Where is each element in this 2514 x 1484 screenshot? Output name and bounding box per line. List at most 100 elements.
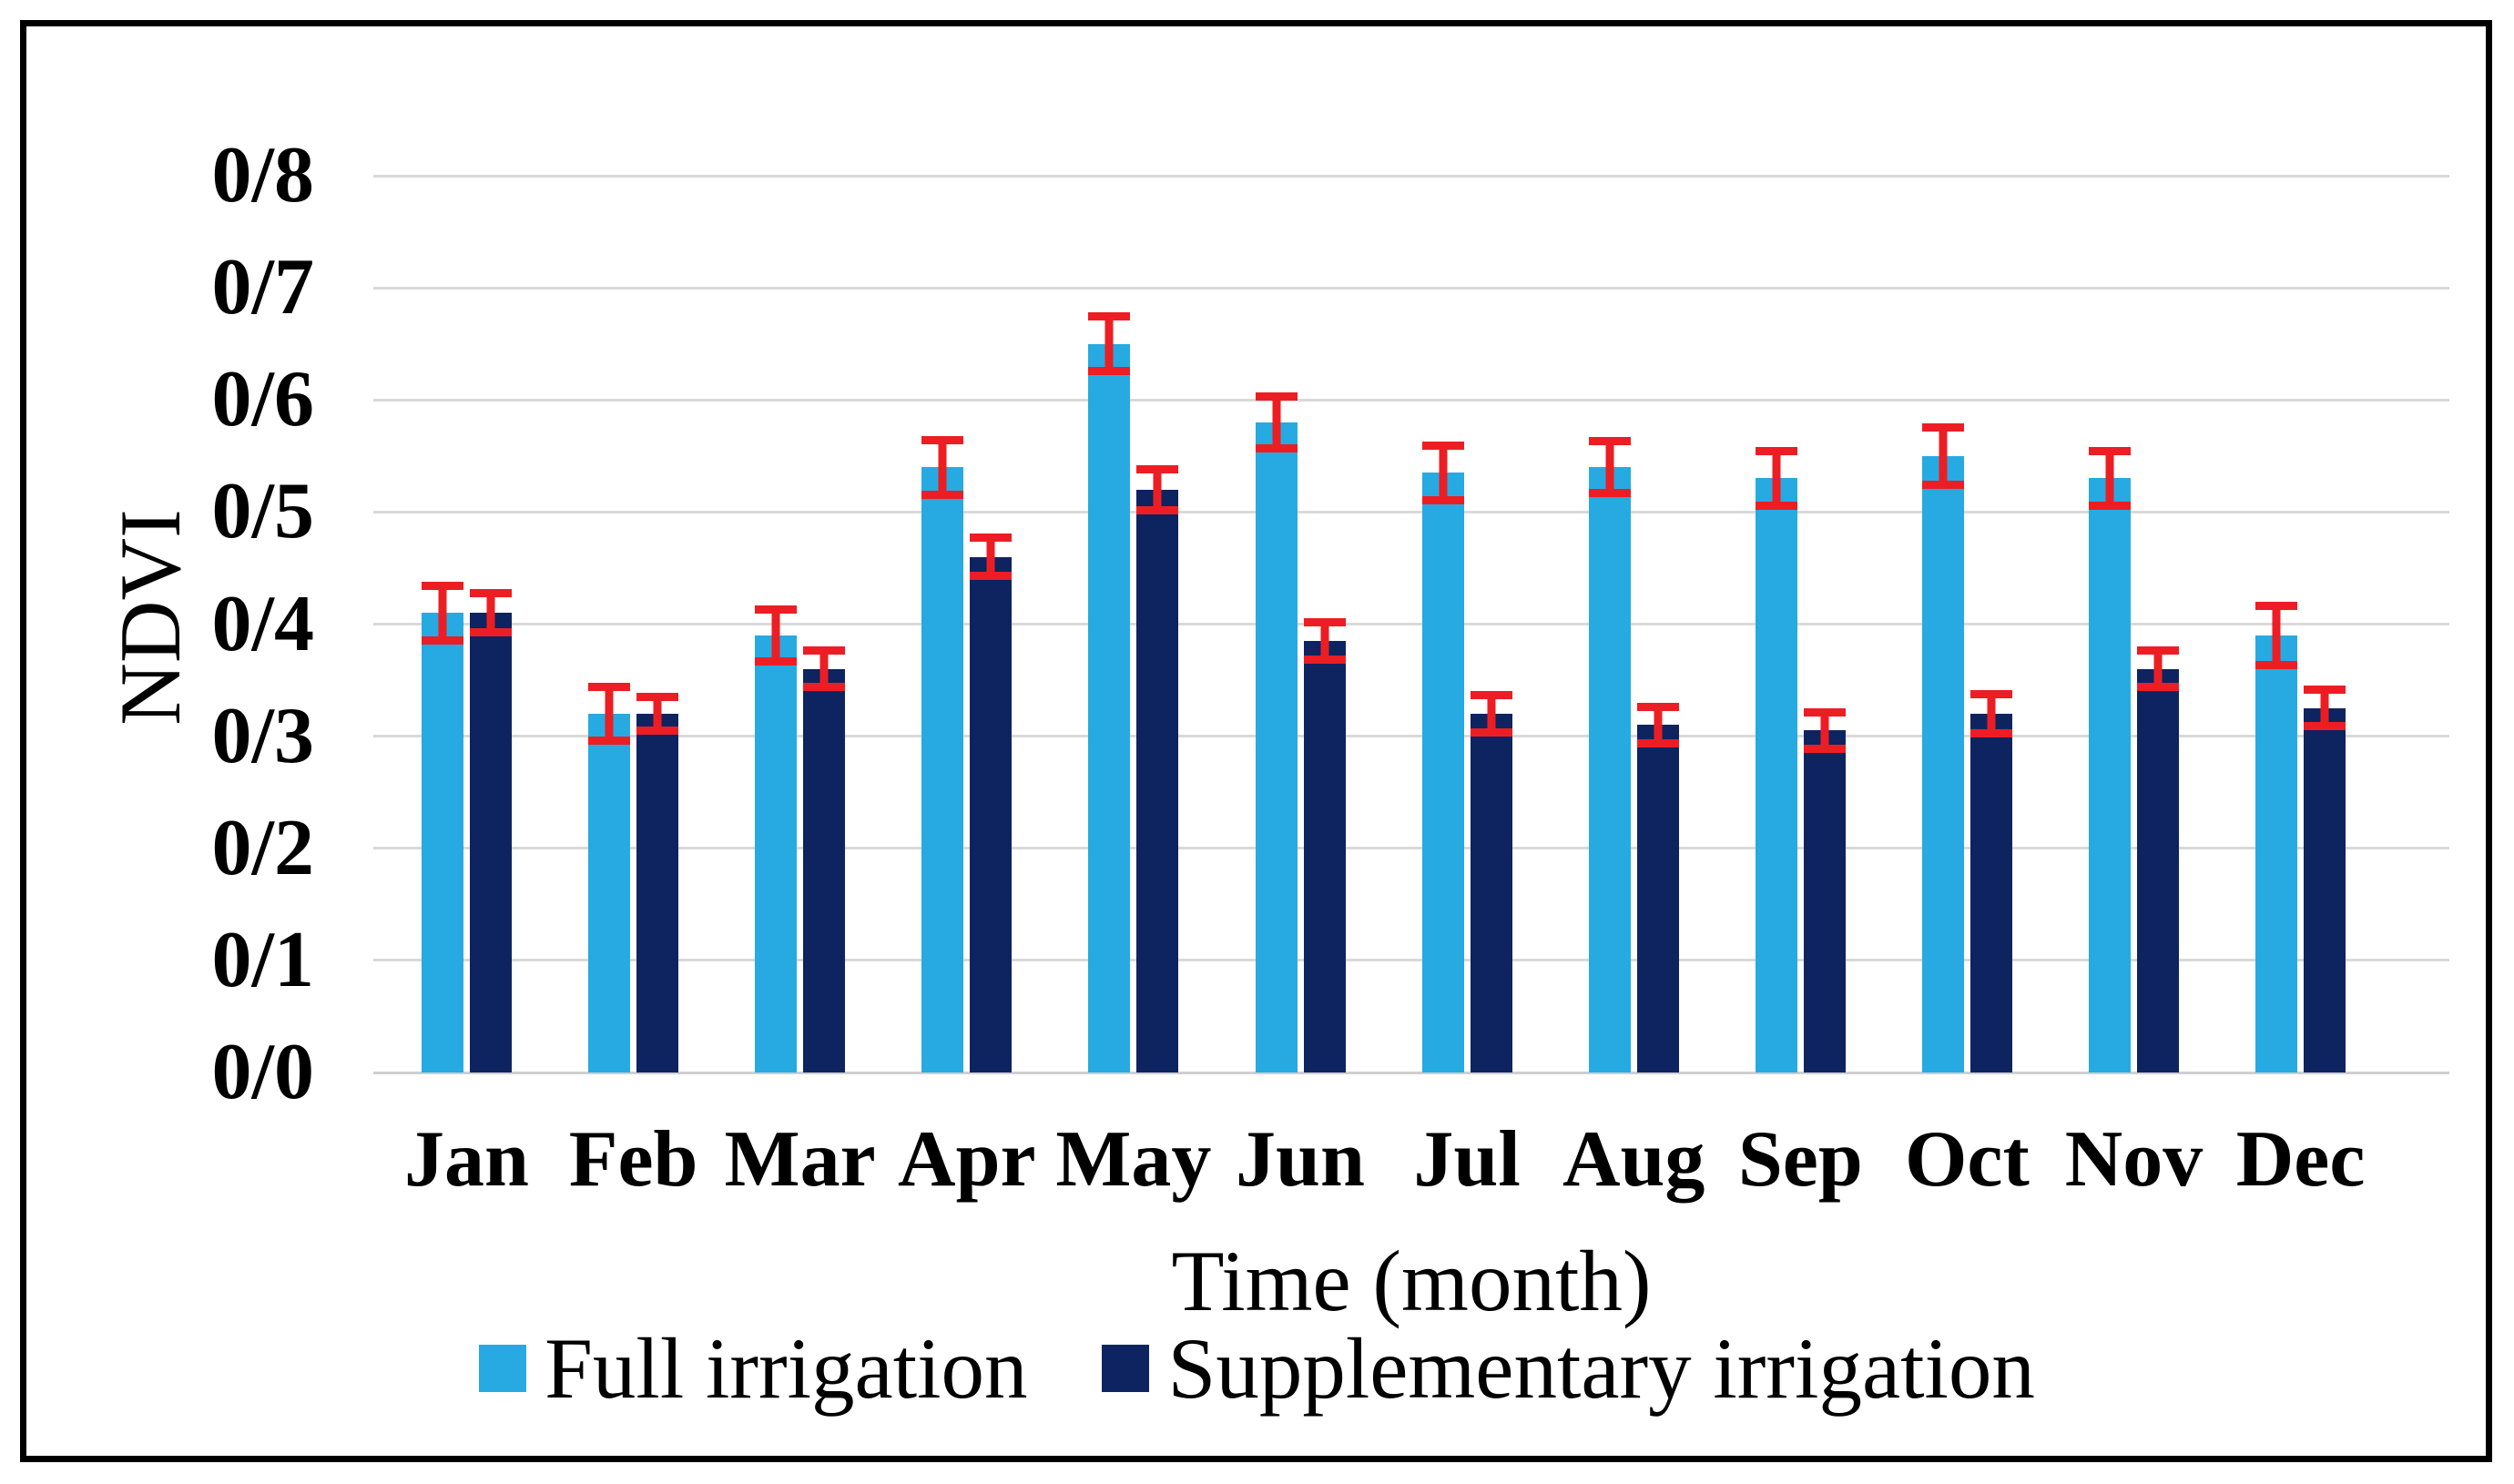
error-bar-stem bbox=[1987, 690, 1996, 737]
error-bar bbox=[1969, 690, 2012, 737]
legend: Full irrigation Supplementary irrigation bbox=[0, 1316, 2514, 1420]
y-tick-label: 0/8 bbox=[211, 131, 314, 219]
bar-full-irrigation bbox=[1921, 455, 1964, 1072]
x-tick-label: Nov bbox=[2064, 1115, 2204, 1204]
error-bar bbox=[1803, 707, 1846, 754]
error-bar-stem bbox=[771, 605, 780, 666]
error-bar-stem bbox=[1939, 423, 1948, 489]
error-bar-cap-top bbox=[2255, 601, 2298, 610]
error-bar-cap-top bbox=[2137, 646, 2179, 656]
error-bar-cap-bot bbox=[1421, 495, 1464, 504]
error-bar-cap-top bbox=[755, 605, 798, 614]
bar-full-irrigation bbox=[921, 467, 964, 1072]
error-bar-cap-bot bbox=[803, 683, 846, 692]
x-tick-label: Oct bbox=[1904, 1115, 2030, 1204]
error-bar-cap-bot bbox=[921, 490, 964, 499]
error-bar-cap-bot bbox=[588, 737, 631, 746]
y-tick-label: 0/5 bbox=[211, 467, 314, 556]
gridline bbox=[373, 847, 2449, 850]
x-tick-label: Apr bbox=[898, 1115, 1036, 1204]
error-bar-cap-bot bbox=[422, 635, 463, 645]
error-bar bbox=[2089, 446, 2131, 510]
error-bar bbox=[588, 682, 631, 746]
error-bar-stem bbox=[1320, 618, 1328, 664]
error-bar-cap-bot bbox=[1088, 367, 1131, 376]
error-bar bbox=[1588, 436, 1631, 498]
legend-swatch-supplementary-irrigation bbox=[1102, 1344, 1150, 1392]
bar-full-irrigation bbox=[422, 613, 463, 1072]
error-bar-stem bbox=[1153, 464, 1162, 514]
error-bar bbox=[755, 605, 798, 666]
error-bar-cap-bot bbox=[1921, 480, 1964, 489]
gridline bbox=[373, 174, 2449, 178]
bar-full-irrigation bbox=[1088, 343, 1131, 1072]
gridline bbox=[373, 510, 2449, 513]
legend-label: Supplementary irrigation bbox=[1167, 1319, 2035, 1417]
error-bar-cap-top bbox=[803, 646, 846, 656]
error-bar-cap-top bbox=[2089, 446, 2131, 455]
error-bar-cap-top bbox=[1088, 312, 1131, 321]
x-tick-label: Jul bbox=[1413, 1115, 1521, 1204]
legend-swatch-full-irrigation bbox=[479, 1344, 527, 1392]
error-bar-stem bbox=[1772, 446, 1781, 510]
error-bar-cap-top bbox=[422, 581, 463, 590]
bar-supplementary-irrigation bbox=[1303, 640, 1346, 1072]
x-tick-label: Sep bbox=[1737, 1115, 1863, 1204]
error-bar-cap-top bbox=[636, 692, 679, 701]
error-bar-cap-top bbox=[1803, 707, 1846, 717]
error-bar-stem bbox=[1605, 436, 1614, 498]
error-bar-cap-top bbox=[1470, 691, 1512, 700]
error-bar-stem bbox=[938, 435, 947, 499]
error-bar-cap-bot bbox=[1755, 501, 1797, 510]
x-tick-label: Feb bbox=[568, 1115, 698, 1204]
x-tick-label: Dec bbox=[2235, 1115, 2366, 1204]
error-bar-cap-bot bbox=[1136, 505, 1179, 514]
bar-supplementary-irrigation bbox=[470, 613, 512, 1072]
figure-border bbox=[20, 20, 2492, 1462]
error-bar bbox=[1636, 702, 1679, 747]
x-tick-label: Aug bbox=[1562, 1115, 1705, 1204]
error-bar-cap-bot bbox=[2304, 722, 2346, 731]
y-tick-label: 0/7 bbox=[211, 243, 314, 332]
error-bar-cap-bot bbox=[636, 727, 679, 736]
bar-supplementary-irrigation bbox=[970, 556, 1013, 1072]
legend-item-supplementary-irrigation: Supplementary irrigation bbox=[1102, 1318, 2035, 1418]
gridline bbox=[373, 959, 2449, 962]
error-bar-cap-bot bbox=[2255, 660, 2298, 669]
error-bar-cap-bot bbox=[1969, 728, 2012, 737]
x-axis-line bbox=[373, 1071, 2449, 1074]
error-bar-cap-bot bbox=[1588, 489, 1631, 498]
error-bar bbox=[422, 581, 463, 645]
error-bar-cap-top bbox=[970, 533, 1013, 542]
error-bar bbox=[1136, 464, 1179, 514]
bar-supplementary-irrigation bbox=[1969, 714, 2012, 1072]
error-bar-cap-top bbox=[1588, 436, 1631, 445]
error-bar-stem bbox=[1654, 702, 1663, 747]
error-bar bbox=[2137, 646, 2179, 692]
bar-supplementary-irrigation bbox=[1136, 489, 1179, 1072]
legend-label: Full irrigation bbox=[545, 1319, 1028, 1417]
error-bar bbox=[1470, 691, 1512, 737]
error-bar-stem bbox=[1487, 691, 1496, 737]
error-bar-cap-top bbox=[2304, 686, 2346, 695]
error-bar-cap-bot bbox=[1803, 745, 1846, 754]
error-bar-cap-bot bbox=[1255, 444, 1298, 453]
error-bar-cap-bot bbox=[470, 628, 512, 637]
error-bar-stem bbox=[2320, 686, 2329, 731]
error-bar-cap-top bbox=[1136, 464, 1179, 473]
error-bar-cap-top bbox=[1755, 446, 1797, 455]
y-tick-label: 0/3 bbox=[211, 691, 314, 780]
error-bar bbox=[1921, 423, 1964, 489]
error-bar-stem bbox=[2153, 646, 2163, 692]
x-tick-label: Mar bbox=[724, 1115, 876, 1204]
bar-supplementary-irrigation bbox=[2304, 707, 2346, 1072]
error-bar-stem bbox=[1439, 441, 1448, 504]
y-tick-label: 0/1 bbox=[211, 915, 314, 1004]
x-axis-title: Time (month) bbox=[1171, 1233, 1652, 1329]
bar-full-irrigation bbox=[588, 714, 631, 1072]
error-bar-cap-top bbox=[921, 435, 964, 444]
error-bar-cap-bot bbox=[2089, 501, 2131, 510]
error-bar bbox=[2304, 686, 2346, 731]
error-bar-stem bbox=[486, 589, 495, 637]
